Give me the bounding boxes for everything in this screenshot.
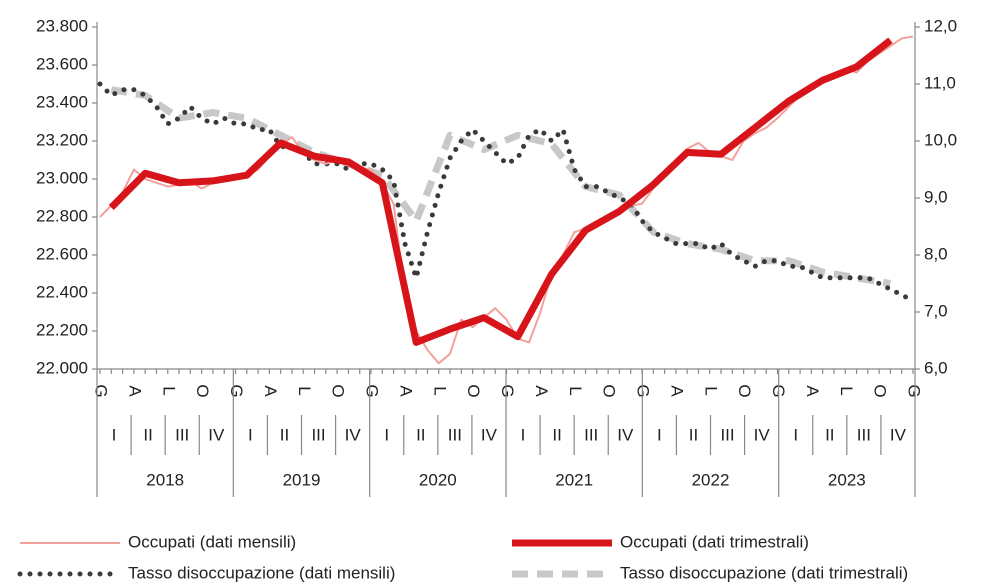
year-label: 2018 (146, 470, 184, 489)
quarter-label: IV (617, 425, 634, 444)
series-line (108, 37, 893, 346)
x-tick-label: A (532, 385, 551, 397)
x-tick-label: L (159, 386, 178, 395)
quarter-label: III (857, 425, 871, 444)
quarter-label: IV (481, 425, 498, 444)
x-tick-label: L (430, 386, 449, 395)
quarter-label: I (248, 425, 253, 444)
y-tick-label: 22.000 (36, 358, 88, 377)
y2-tick-label: 11,0 (924, 73, 956, 92)
x-tick-label: A (125, 385, 144, 397)
y-tick-label: 22.600 (36, 244, 88, 263)
x-tick-label: O (193, 384, 212, 397)
quarter-label: III (584, 425, 598, 444)
x-tick-label: A (803, 385, 822, 397)
y2-tick-label: 12,0 (924, 16, 957, 35)
series-line (99, 35, 914, 365)
quarter-label: IV (345, 425, 362, 444)
series-line (97, 81, 916, 304)
quarter-label: III (311, 425, 325, 444)
series-line (110, 86, 891, 287)
quarter-label: IV (754, 425, 771, 444)
quarter-label: IV (208, 425, 225, 444)
quarter-label: III (720, 425, 734, 444)
year-label: 2023 (828, 470, 866, 489)
year-label: 2022 (692, 470, 730, 489)
y2-tick-label: 10,0 (924, 130, 957, 149)
year-label: 2021 (555, 470, 593, 489)
quarter-label: II (143, 425, 152, 444)
x-tick-label: G (92, 384, 111, 397)
x-tick-label: G (498, 384, 517, 397)
x-tick-label: G (363, 384, 382, 397)
quarter-label: III (175, 425, 189, 444)
y-tick-label: 22.400 (36, 282, 88, 301)
y2-tick-label: 9,0 (924, 187, 948, 206)
x-tick-label: L (566, 386, 585, 395)
x-tick-label: O (600, 384, 619, 397)
legend-label: Tasso disoccupazione (dati mensili) (128, 563, 395, 582)
x-tick-label: G (227, 384, 246, 397)
y-tick-label: 22.800 (36, 206, 88, 225)
quarter-label: III (448, 425, 462, 444)
y-tick-label: 23.400 (36, 92, 88, 111)
quarter-label: II (280, 425, 289, 444)
y-tick-label: 22.200 (36, 320, 88, 339)
quarter-label: II (825, 425, 834, 444)
x-tick-label: L (701, 386, 720, 395)
y2-tick-label: 6,0 (924, 358, 948, 377)
legend-label: Tasso disoccupazione (dati trimestrali) (620, 563, 908, 582)
y-tick-label: 23.000 (36, 168, 88, 187)
y-tick-label: 23.200 (36, 130, 88, 149)
quarter-label: I (793, 425, 798, 444)
legend-label: Occupati (dati mensili) (128, 532, 296, 551)
quarter-label: I (384, 425, 389, 444)
quarter-label: IV (890, 425, 907, 444)
x-tick-label: G (634, 384, 653, 397)
x-tick-label: L (295, 386, 314, 395)
x-tick-label: O (329, 384, 348, 397)
x-tick-label: O (735, 384, 754, 397)
quarter-label: I (112, 425, 117, 444)
x-tick-label: A (667, 385, 686, 397)
y2-tick-label: 7,0 (924, 301, 948, 320)
y-tick-label: 23.800 (36, 16, 88, 35)
x-tick-label: A (396, 385, 415, 397)
quarter-label: II (689, 425, 698, 444)
x-tick-label: G (905, 384, 924, 397)
quarter-label: I (657, 425, 662, 444)
x-tick-label: O (871, 384, 890, 397)
quarter-label: I (521, 425, 526, 444)
year-label: 2020 (419, 470, 457, 489)
quarter-label: II (552, 425, 561, 444)
y-tick-label: 23.600 (36, 54, 88, 73)
x-tick-label: O (464, 384, 483, 397)
legend-label: Occupati (dati trimestrali) (620, 532, 809, 551)
x-tick-label: A (261, 385, 280, 397)
year-label: 2019 (283, 470, 321, 489)
y2-tick-label: 8,0 (924, 244, 948, 263)
quarter-label: II (416, 425, 425, 444)
x-tick-label: L (837, 386, 856, 395)
